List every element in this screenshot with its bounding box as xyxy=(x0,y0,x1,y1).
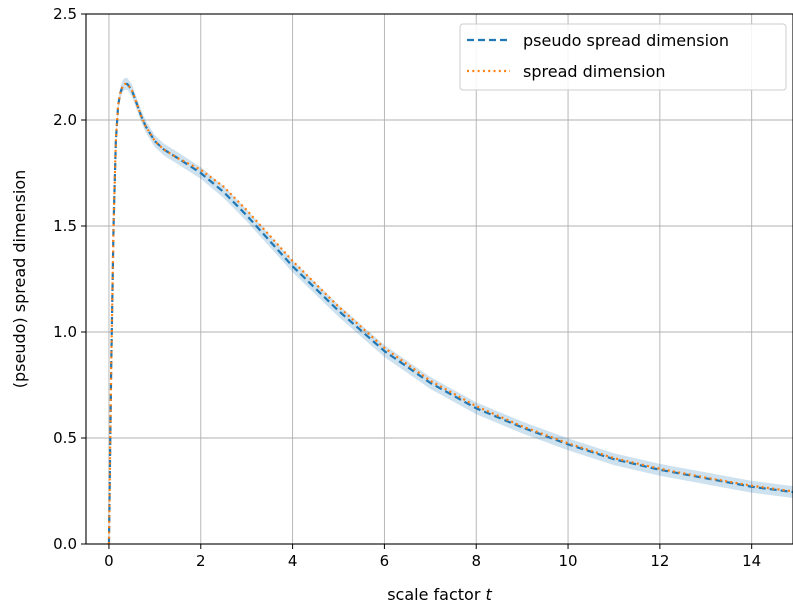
legend-label-spread-dimension: spread dimension xyxy=(523,62,666,81)
x-tick-label: 14 xyxy=(742,552,761,570)
x-tick-label: 4 xyxy=(288,552,298,570)
legend-box xyxy=(459,23,787,91)
x-tick-label: 0 xyxy=(104,552,114,570)
x-axis-label-variable: t xyxy=(486,585,493,604)
ticks: 0 2 4 6 8 10 12 14 0.0 0.5 1.0 1.5 2.0 2.5 xyxy=(53,5,761,570)
x-tick-label: 6 xyxy=(380,552,390,570)
y-axis-label: (pseudo) spread dimension xyxy=(10,170,29,388)
x-tick-label: 12 xyxy=(650,552,669,570)
legend: pseudo spread dimension spread dimension xyxy=(459,23,787,91)
y-tick-label: 1.0 xyxy=(53,323,77,341)
x-axis-label: scale factor t xyxy=(387,585,492,604)
data-layer xyxy=(107,78,793,544)
y-tick-label: 2.5 xyxy=(53,5,77,23)
x-tick-label: 8 xyxy=(471,552,481,570)
plot-frame xyxy=(85,13,793,545)
legend-label-pseudo-spread-dimension: pseudo spread dimension xyxy=(523,31,729,50)
y-tick-label: 0.0 xyxy=(53,535,77,553)
x-tick-label: 10 xyxy=(558,552,577,570)
y-tick-label: 1.5 xyxy=(53,217,77,235)
x-axis-label-text: scale factor xyxy=(387,585,481,604)
y-tick-label: 0.5 xyxy=(53,429,77,447)
x-tick-label: 2 xyxy=(196,552,206,570)
y-tick-label: 2.0 xyxy=(53,111,77,129)
